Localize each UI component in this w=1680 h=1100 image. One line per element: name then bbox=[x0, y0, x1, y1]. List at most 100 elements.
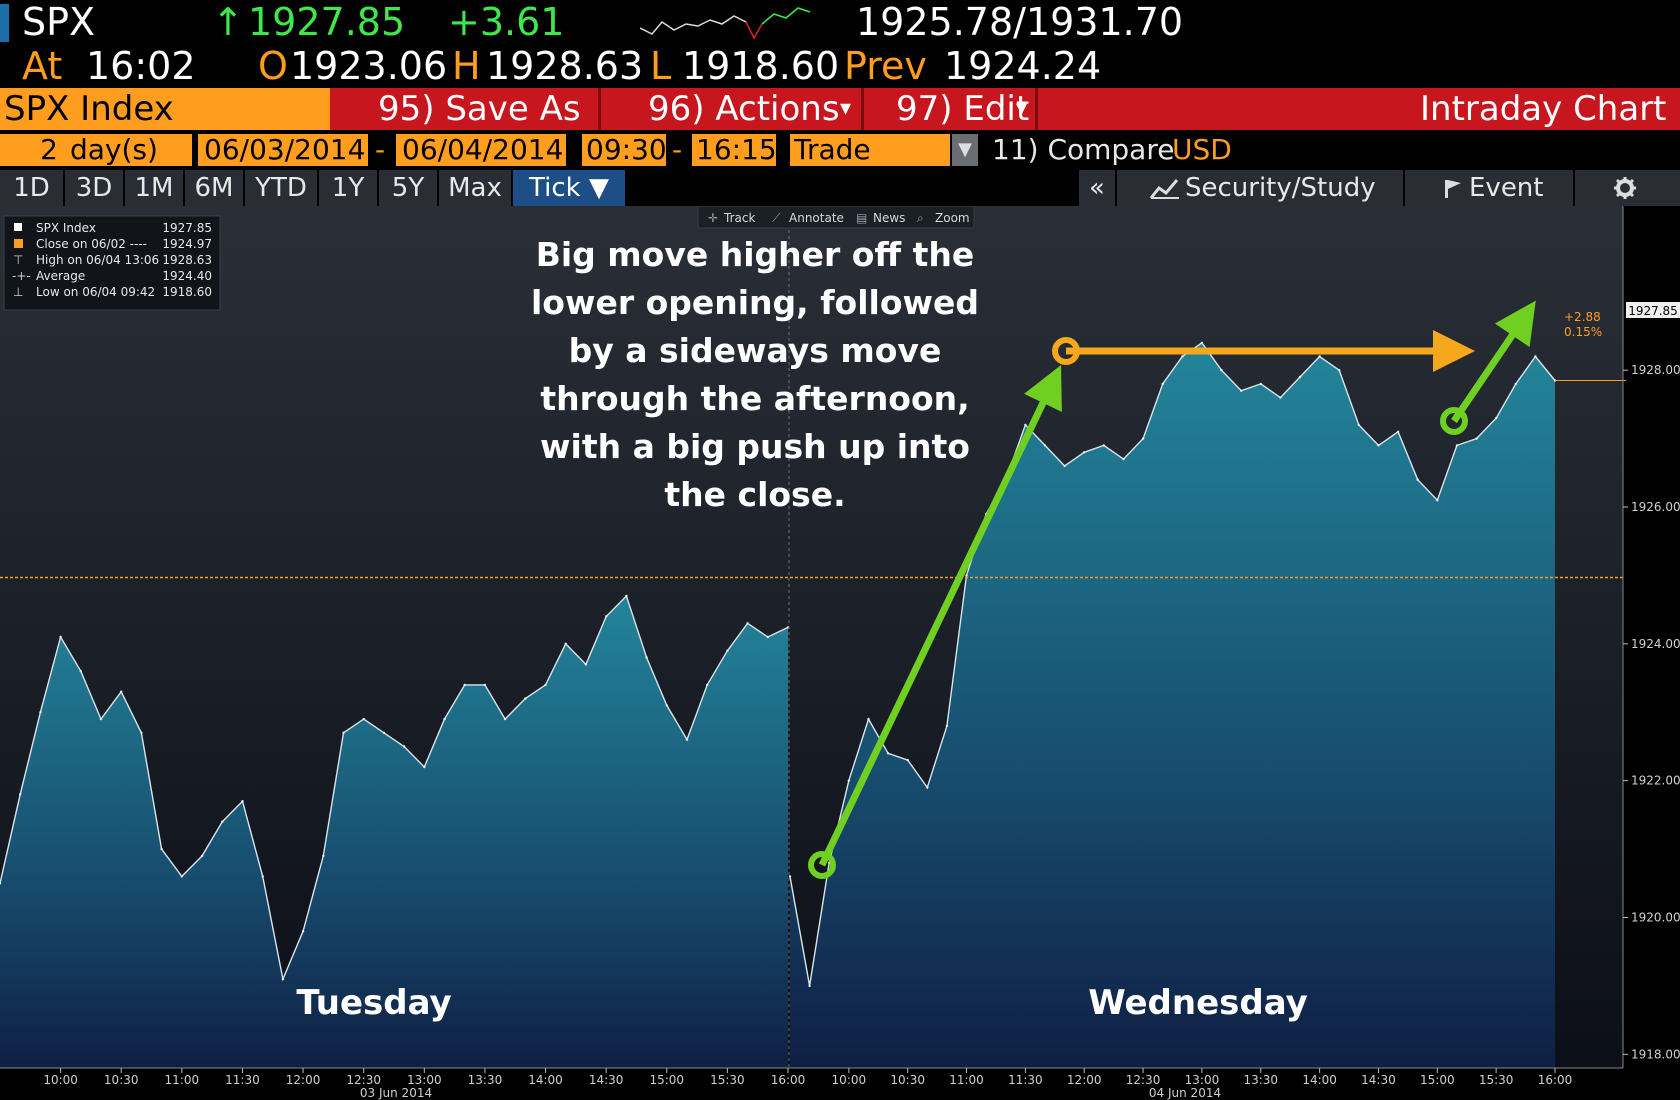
tab-5y[interactable]: 5Y bbox=[379, 170, 437, 206]
x-tick-label: 14:30 bbox=[589, 1073, 624, 1087]
series-layer bbox=[0, 341, 1557, 1068]
data-point bbox=[1298, 375, 1302, 379]
data-point bbox=[200, 854, 204, 858]
data-point bbox=[402, 745, 406, 748]
x-tick-label: 10:00 bbox=[43, 1073, 78, 1087]
x-tick-label: 15:00 bbox=[1420, 1073, 1455, 1087]
actions-button[interactable]: 96) Actions bbox=[648, 89, 840, 129]
x-tick-label: 15:30 bbox=[1479, 1073, 1514, 1087]
bid-ask: 1925.78/1931.70 bbox=[856, 0, 1184, 44]
data-point bbox=[39, 711, 42, 714]
trend-arrows bbox=[808, 300, 1536, 879]
x-tick-label: 14:00 bbox=[1302, 1073, 1337, 1087]
x-tick-label: 16:00 bbox=[1538, 1073, 1573, 1087]
start-time-field[interactable]: 09:30 bbox=[582, 134, 667, 166]
data-point bbox=[140, 731, 143, 734]
tab-1d[interactable]: 1D bbox=[0, 170, 63, 206]
actions-dropdown-icon[interactable]: ▾ bbox=[840, 96, 852, 121]
data-point bbox=[1436, 499, 1439, 502]
data-point bbox=[281, 977, 285, 981]
legend-box bbox=[3, 215, 221, 311]
series-area bbox=[790, 342, 1555, 1068]
data-point bbox=[59, 635, 62, 639]
data-point bbox=[382, 731, 386, 734]
data-point bbox=[342, 731, 345, 734]
legend-value: 1924.97 bbox=[162, 237, 212, 251]
security-study-button[interactable]: Security/Study bbox=[1117, 170, 1403, 206]
annotation-line: with a big push up into bbox=[540, 427, 970, 466]
data-point bbox=[746, 622, 749, 625]
series-line bbox=[789, 341, 1556, 987]
tab-1y[interactable]: 1Y bbox=[319, 170, 377, 206]
data-point bbox=[1495, 416, 1498, 420]
save-as-button[interactable]: 95) Save As bbox=[378, 89, 581, 129]
end-time-field[interactable]: 16:15 bbox=[692, 134, 777, 166]
data-point bbox=[1338, 369, 1341, 372]
data-point bbox=[847, 779, 850, 782]
overlay-layer bbox=[0, 206, 1626, 1068]
collapse-panel-button[interactable]: « bbox=[1079, 170, 1115, 206]
news-tool[interactable]: News bbox=[873, 211, 905, 225]
green-arrow-end-start-icon bbox=[1440, 407, 1468, 435]
data-point bbox=[1083, 451, 1086, 454]
zoom-tool[interactable]: Zoom bbox=[935, 211, 970, 225]
intraday-chart[interactable]: 1918.00 1920.00 1922.00 1924.00 1926.00 1928.… bbox=[0, 206, 1680, 1100]
zoom-icon[interactable]: ⌕ bbox=[917, 211, 924, 225]
tab-tick[interactable]: Tick ▼ bbox=[513, 170, 625, 206]
data-point bbox=[906, 758, 909, 762]
edit-dropdown-icon[interactable]: ▾ bbox=[1016, 96, 1028, 121]
track-tool[interactable]: Track bbox=[723, 211, 755, 225]
annotate-tool[interactable]: Annotate bbox=[789, 211, 844, 225]
study-chart-icon bbox=[1149, 179, 1179, 199]
compare-button[interactable]: 11) Compare bbox=[992, 133, 1175, 166]
average-marker-icon: -+- bbox=[12, 269, 31, 283]
net-change: +3.61 bbox=[448, 0, 565, 44]
y-tick-label: 1920.00 bbox=[1631, 910, 1680, 924]
data-point bbox=[1181, 355, 1184, 358]
data-point bbox=[362, 717, 365, 721]
data-point bbox=[1122, 457, 1125, 461]
end-date-field[interactable]: 06/04/2014 bbox=[396, 134, 566, 166]
x-tick-label: 16:00 bbox=[771, 1073, 806, 1087]
data-point bbox=[1043, 444, 1047, 447]
data-point bbox=[965, 574, 968, 577]
days-field[interactable]: 2 bbox=[0, 134, 62, 166]
chart-type-title: Intraday Chart bbox=[1420, 89, 1667, 129]
tab-max[interactable]: Max bbox=[439, 170, 511, 206]
field-dropdown-icon[interactable]: ▼ bbox=[952, 134, 978, 166]
news-icon[interactable]: ▤ bbox=[856, 211, 867, 225]
field-select[interactable]: Trade bbox=[790, 134, 950, 166]
security-field[interactable]: SPX Index bbox=[0, 88, 330, 130]
x-tick-label: 10:00 bbox=[832, 1073, 867, 1087]
data-point bbox=[1240, 389, 1243, 392]
tab-3d[interactable]: 3D bbox=[65, 170, 123, 206]
tab-ytd[interactable]: YTD bbox=[245, 170, 317, 206]
start-date-field[interactable]: 06/03/2014 bbox=[198, 134, 368, 166]
y-tick-label: 1918.00 bbox=[1631, 1047, 1680, 1061]
green-arrow-rally bbox=[818, 365, 1062, 867]
tab-1m[interactable]: 1M bbox=[125, 170, 183, 206]
data-point bbox=[1396, 430, 1400, 433]
legend-label: High on 06/04 13:06 bbox=[36, 253, 159, 267]
event-button[interactable]: Event bbox=[1405, 170, 1573, 206]
x-tick-label: 11:30 bbox=[225, 1073, 260, 1087]
edit-button[interactable]: 97) Edit bbox=[896, 89, 1030, 129]
x-tick-label: 14:30 bbox=[1361, 1073, 1396, 1087]
tab-6m[interactable]: 6M bbox=[185, 170, 243, 206]
settings-button[interactable] bbox=[1575, 170, 1680, 206]
data-point bbox=[1063, 464, 1066, 468]
data-point bbox=[443, 717, 446, 721]
crosshair-icon[interactable]: ✛ bbox=[708, 211, 718, 225]
day-label-wednesday: Wednesday bbox=[1088, 983, 1308, 1023]
days-label: day(s) bbox=[62, 134, 192, 166]
currency-label[interactable]: USD bbox=[1172, 133, 1232, 166]
legend-swatch-series bbox=[14, 223, 22, 231]
data-point bbox=[1475, 437, 1478, 440]
ticker-marker bbox=[0, 4, 9, 42]
data-point bbox=[483, 683, 487, 687]
axes-layer: 1918.00 1920.00 1922.00 1924.00 1926.00 1928.… bbox=[0, 206, 1680, 1100]
data-point bbox=[503, 717, 507, 721]
x-tick-label: 15:30 bbox=[710, 1073, 745, 1087]
data-point bbox=[1220, 369, 1223, 372]
annotate-icon[interactable]: ⟋ bbox=[772, 211, 781, 225]
